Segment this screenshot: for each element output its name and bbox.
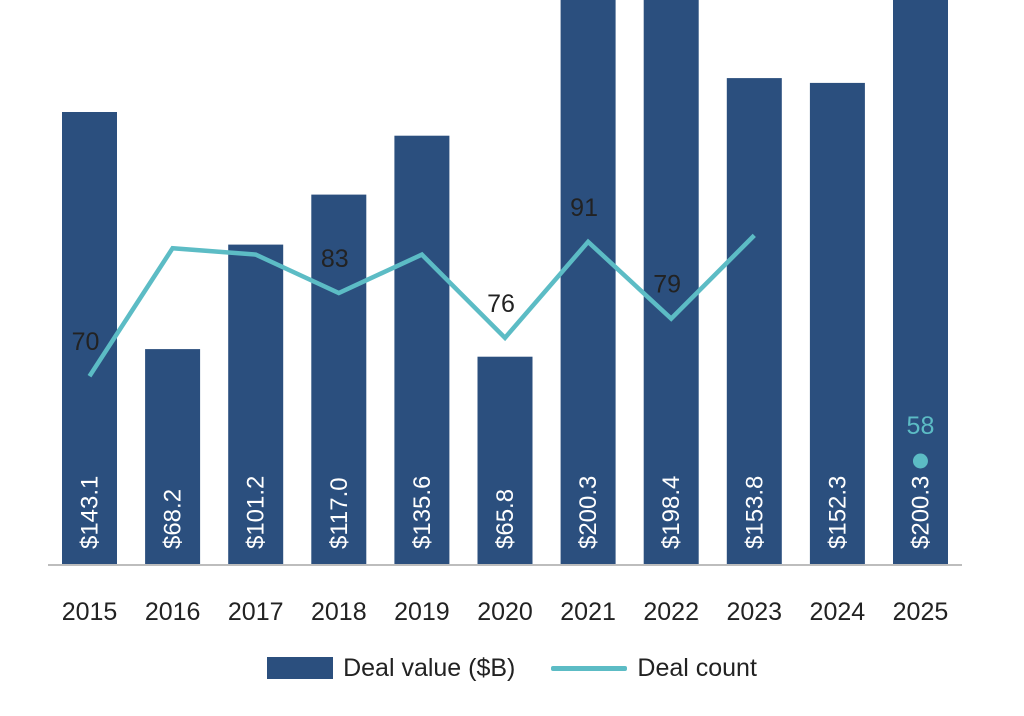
count-label-2020: 76: [487, 290, 515, 318]
bar-2021: [560, 0, 616, 565]
bar-2015: [62, 112, 117, 565]
bar-value-label-2020: $65.8: [492, 489, 519, 549]
x-tick-2019: 2019: [394, 598, 450, 626]
x-axis-ticks: 2015 2016 2017 2018 2019 2020 2021 2022 2023 2024…: [62, 598, 949, 626]
bar-value-labels: $143.1 $68.2 $101.2 $117.0 $135.6 $65.8 $200.3…: [77, 476, 935, 549]
legend-label-deal-count: Deal count: [637, 653, 757, 682]
bar-value-label-2015: $143.1: [77, 476, 104, 549]
bar-2025: [893, 0, 948, 565]
legend-label-deal-value: Deal value ($B): [343, 653, 516, 682]
line-series: 70 83 76 91 79 58: [72, 194, 935, 469]
bar-value-label-2016: $68.2: [160, 489, 187, 549]
x-tick-2018: 2018: [311, 598, 367, 626]
x-tick-2020: 2020: [477, 598, 533, 626]
x-tick-2015: 2015: [62, 598, 118, 626]
legend-swatch-line: [551, 665, 628, 671]
bar-value-label-2025: $200.3: [907, 476, 934, 549]
bar-2023: [726, 78, 782, 565]
x-tick-2017: 2017: [228, 598, 284, 626]
count-label-2021: 91: [570, 194, 598, 222]
legend-swatch-bar: [267, 657, 334, 679]
x-tick-2021: 2021: [560, 598, 616, 626]
bar-2016: [145, 349, 201, 565]
x-tick-2025: 2025: [893, 598, 949, 626]
bar-value-label-2023: $153.8: [741, 476, 768, 549]
bar-series: [62, 0, 948, 566]
x-tick-2022: 2022: [643, 598, 699, 626]
deal-count-line: [87, 233, 756, 378]
count-label-2025: 58: [907, 412, 935, 440]
bar-value-label-2018: $117.0: [326, 477, 353, 549]
count-label-2018: 83: [321, 245, 349, 273]
bar-2018: [311, 194, 367, 565]
bar-2022: [643, 0, 699, 565]
bar-value-label-2019: $135.6: [409, 476, 436, 549]
bar-2017: [228, 244, 284, 565]
x-tick-2016: 2016: [145, 598, 201, 626]
count-label-2022: 79: [653, 271, 681, 299]
bar-2024: [809, 82, 865, 566]
legend: Deal value ($B) Deal count: [0, 648, 1024, 688]
bar-value-label-2021: $200.3: [575, 476, 602, 549]
bar-value-label-2024: $152.3: [824, 476, 851, 549]
count-label-2015: 70: [72, 328, 100, 356]
bar-value-label-2017: $101.2: [243, 476, 270, 549]
x-tick-2024: 2024: [810, 598, 866, 626]
x-tick-2023: 2023: [726, 598, 782, 626]
bar-2019: [394, 135, 450, 565]
legend-item-deal-value: Deal value ($B): [267, 654, 515, 683]
bar-2020: [477, 356, 533, 565]
legend-item-deal-count: Deal count: [551, 654, 757, 683]
bar-value-label-2022: $198.4: [658, 476, 685, 549]
count-point-2025: [912, 453, 928, 469]
